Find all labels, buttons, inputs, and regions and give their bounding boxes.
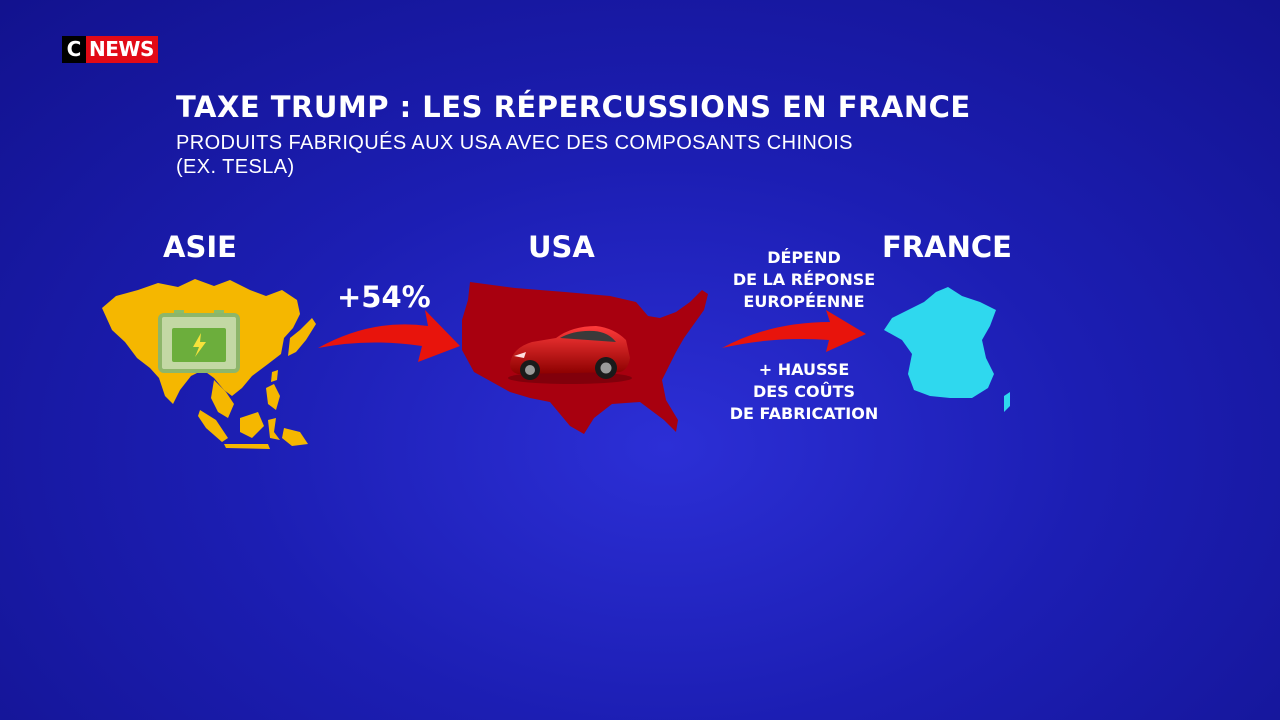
asia-java [224,444,270,449]
subtitle-line-1: PRODUITS FABRIQUÉS AUX USA AVEC DES COMP… [176,132,853,154]
car-window [560,330,616,342]
subtitle-line-2: (EX. TESLA) [176,156,295,178]
page-title: TAXE TRUMP : LES RÉPERCUSSIONS EN FRANCE [176,90,971,124]
asia-borneo [240,412,264,438]
arrow-asia-to-usa [318,310,460,362]
battery-icon [158,310,240,373]
car-icon [508,326,632,384]
asia-philippines [266,384,280,410]
arrow-usa-to-france [722,310,866,352]
note-above-line-2: DE LA RÉPONSE [732,270,876,289]
asia-indochina [211,380,234,418]
logo-c: C [62,36,86,63]
note-above: DÉPEND DE LA RÉPONSE EUROPÉENNE [724,247,884,313]
asia-label: ASIE [163,230,237,264]
asia-sulawesi [268,418,280,440]
note-below-line-1: + HAUSSE [758,360,850,379]
cnews-logo: C NEWS [62,36,158,63]
subtitle: PRODUITS FABRIQUÉS AUX USA AVEC DES COMP… [176,131,853,179]
note-below-line-2: DES COÛTS [752,382,856,401]
asia-taiwan [271,370,278,382]
car-rear-rim [600,362,612,374]
note-above-line-3: EUROPÉENNE [743,292,865,311]
corsica-map [1004,392,1010,412]
france-map [884,287,996,398]
asia-sumatra [198,410,228,442]
tariff-percentage: +54% [337,280,431,314]
lightning-bolt-icon [193,333,206,357]
france-label: FRANCE [882,230,1012,264]
note-below-line-3: DE FABRICATION [729,404,879,423]
usa-label: USA [528,230,595,264]
asia-korea-japan [288,318,316,356]
note-above-line-1: DÉPEND [767,248,841,267]
car-front-rim [525,365,535,375]
logo-news: NEWS [86,36,158,63]
note-below: + HAUSSE DES COÛTS DE FABRICATION [714,359,894,425]
asia-new-guinea [282,428,308,446]
car-headlight [514,352,526,358]
